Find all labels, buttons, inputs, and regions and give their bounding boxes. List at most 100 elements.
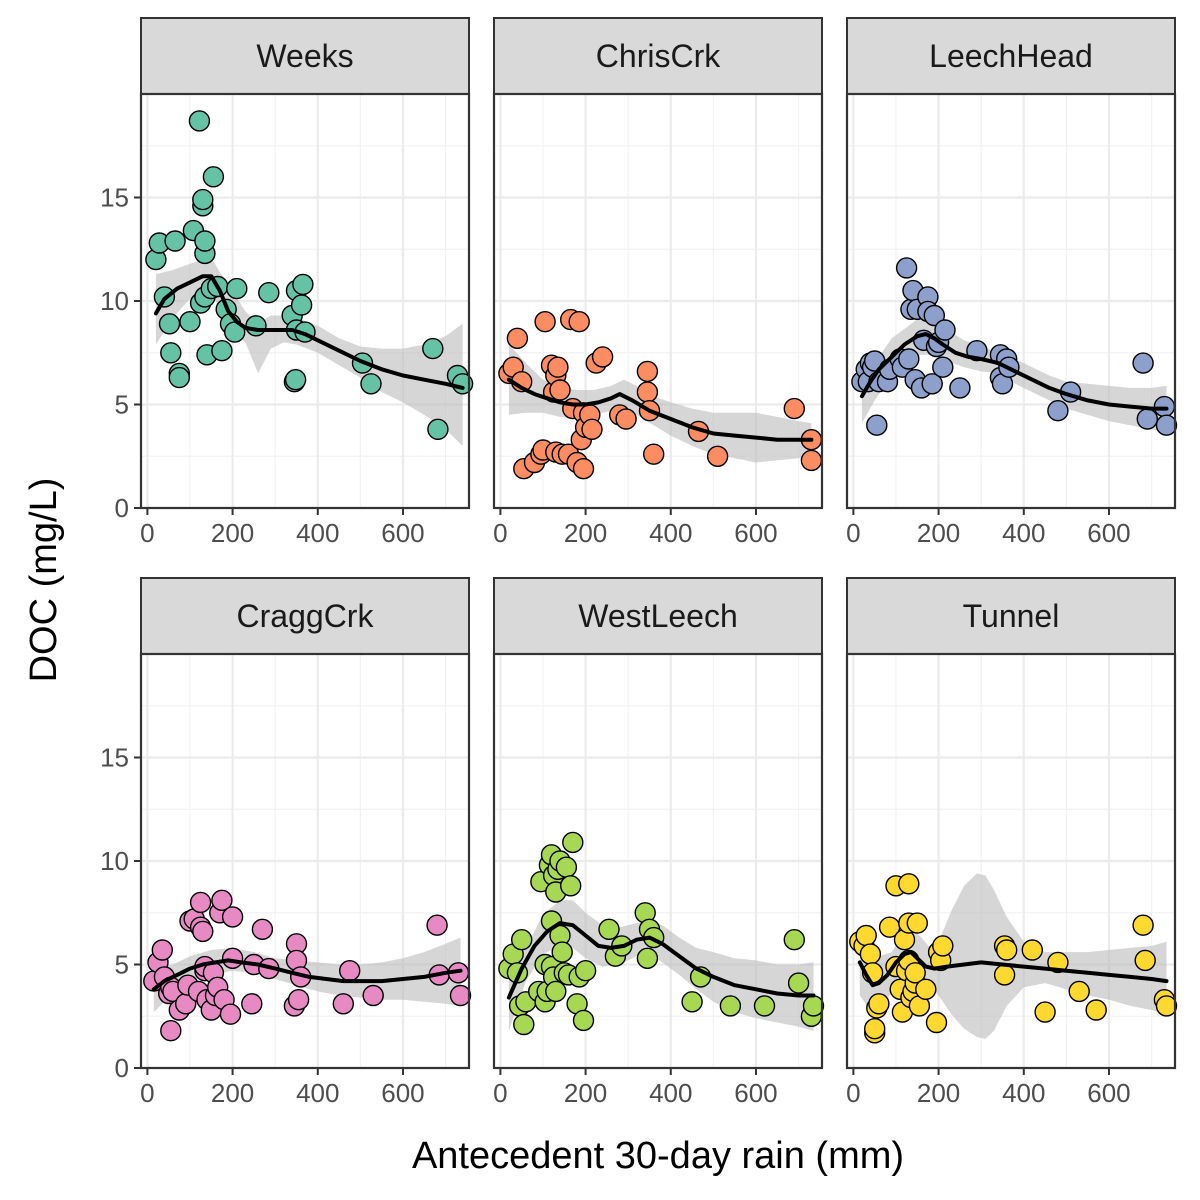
x-tick-label: 600: [381, 518, 424, 548]
x-tick-label: 0: [140, 518, 154, 548]
facet-westleech: WestLeech 0 200 400 600: [492, 577, 825, 1108]
data-point: [681, 991, 703, 1013]
points: [498, 308, 823, 480]
x-tick-label: 200: [917, 518, 960, 548]
x-tick-label: 200: [917, 1078, 960, 1108]
facet-strip: [493, 17, 823, 95]
data-point: [258, 282, 280, 304]
smooth-line: [857, 950, 1169, 988]
x-tick-label: 600: [381, 1078, 424, 1108]
data-point: [422, 337, 444, 360]
data-point: [551, 941, 573, 963]
data-point: [545, 980, 567, 1003]
points: [849, 873, 1178, 1044]
y-axis-title: DOC (mg/L): [23, 478, 65, 683]
data-point: [560, 875, 582, 897]
gridlines: [494, 94, 822, 510]
data-point: [895, 257, 918, 279]
data-point: [287, 989, 310, 1011]
data-point: [949, 377, 971, 399]
x-tick-label: 400: [649, 518, 692, 548]
data-point: [549, 379, 571, 401]
data-point: [753, 995, 776, 1017]
data-point: [160, 1019, 182, 1042]
panel-border: [845, 652, 1177, 1070]
data-point: [868, 993, 890, 1015]
facet-chriscrk: ChrisCrk 0 200 400 600: [492, 17, 824, 548]
data-point: [168, 366, 191, 389]
data-point: [211, 889, 233, 911]
data-point: [923, 304, 945, 327]
data-point: [934, 319, 956, 341]
facet-tunnel: Tunnel 0 200 400 600: [845, 577, 1178, 1108]
data-point: [574, 960, 597, 982]
data-point: [426, 914, 448, 936]
data-point: [787, 972, 810, 994]
data-point: [192, 188, 214, 211]
data-point: [332, 993, 354, 1015]
data-point: [898, 348, 920, 370]
y-tick-label: 15: [100, 183, 129, 213]
data-point: [915, 978, 937, 1000]
data-point: [906, 912, 928, 934]
facet-craggcrk: CraggCrk 0 200 400 600 0 5 10 15: [100, 577, 472, 1108]
data-point: [241, 993, 263, 1015]
facet-strip-label: LeechHead: [929, 38, 1093, 74]
y-tick-label: 10: [100, 286, 129, 316]
panel-border: [845, 92, 1177, 510]
data-point: [932, 935, 954, 957]
data-point: [511, 929, 533, 951]
data-point: [800, 449, 823, 472]
data-point: [643, 443, 665, 465]
smooth-line: [506, 921, 816, 1000]
data-point: [783, 397, 805, 420]
y-tick-label: 5: [115, 950, 129, 980]
data-point: [581, 418, 603, 440]
x-tick-label: 0: [846, 1078, 860, 1108]
data-point: [864, 1017, 886, 1040]
data-point: [898, 873, 920, 895]
data-point: [1136, 408, 1159, 430]
data-point: [783, 929, 805, 951]
smooth-line: [153, 274, 465, 390]
data-point: [547, 356, 569, 378]
data-point: [164, 230, 186, 252]
x-tick-label: 0: [846, 518, 860, 548]
data-point: [719, 995, 742, 1017]
data-point: [598, 918, 620, 940]
data-point: [859, 943, 882, 965]
data-point: [1132, 914, 1154, 936]
data-point: [1047, 400, 1069, 422]
panel-border: [492, 652, 824, 1070]
data-point: [1132, 352, 1154, 374]
data-point: [904, 962, 926, 984]
data-point: [925, 1011, 948, 1034]
data-point: [866, 414, 888, 436]
data-point: [1021, 939, 1044, 961]
x-tick-label: 400: [296, 1078, 339, 1108]
data-point: [339, 960, 361, 982]
facet-strip: [493, 577, 823, 655]
facet-strip: [140, 17, 470, 95]
data-point: [591, 346, 614, 368]
x-tick-label: 0: [140, 1078, 154, 1108]
panel-border: [492, 92, 824, 510]
points: [851, 257, 1178, 436]
facet-strip: [140, 577, 470, 655]
y-tick-label: 0: [115, 1053, 129, 1083]
data-point: [555, 856, 578, 878]
x-tick-label: 0: [493, 518, 507, 548]
data-point: [636, 947, 659, 969]
data-point: [189, 891, 212, 914]
y-tick-label: 5: [115, 390, 129, 420]
data-point: [1085, 999, 1107, 1021]
facet-weeks: Weeks 0 200 400 600 0 5 10 15: [100, 17, 474, 548]
facet-strip-label: Weeks: [256, 38, 353, 74]
data-point: [1134, 949, 1156, 972]
data-point: [226, 277, 248, 300]
points: [143, 889, 472, 1042]
data-point: [568, 311, 590, 333]
x-tick-label: 200: [564, 518, 607, 548]
smooth-line: [151, 958, 463, 992]
